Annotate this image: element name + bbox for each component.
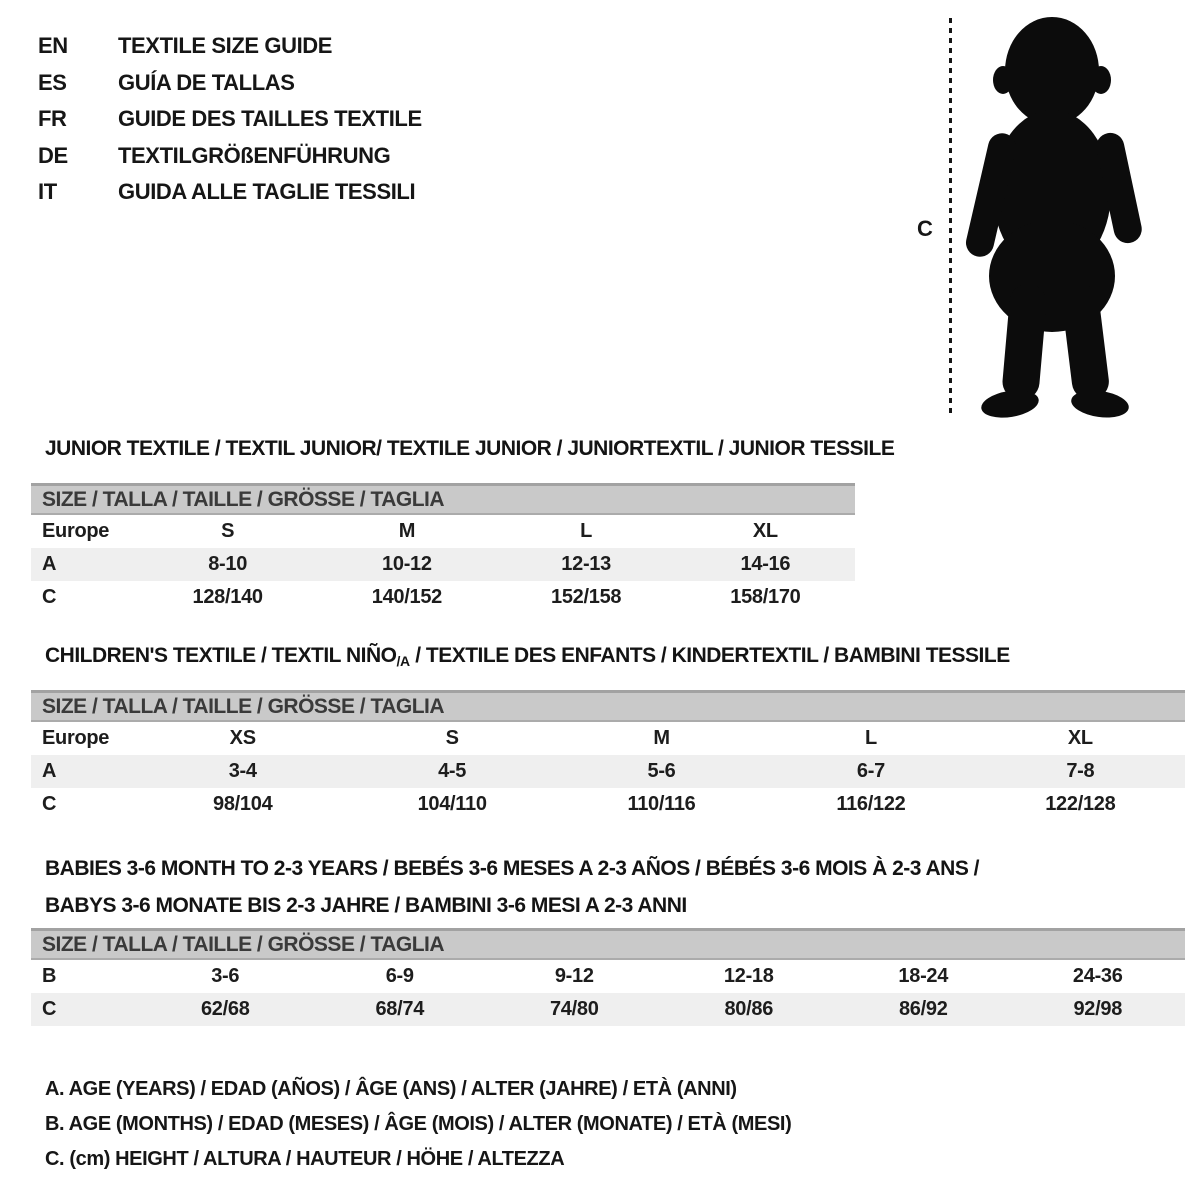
- age-cell: 5-6: [647, 760, 676, 782]
- children-title-subscript: /A: [396, 653, 410, 669]
- babies-textile-section: BABIES 3-6 MONTH TO 2-3 YEARS / BEBÉS 3-…: [31, 850, 1185, 1026]
- age-cell: 7-8: [1066, 760, 1095, 782]
- row-label: Europe: [42, 520, 110, 542]
- language-code: ES: [38, 69, 67, 95]
- table-row: C 62/68 68/74 74/80 80/86 86/92 92/98: [31, 993, 1185, 1026]
- height-cell: 86/92: [898, 998, 948, 1020]
- size-header-bar: SIZE / TALLA / TAILLE / GRÖSSE / TAGLIA: [31, 690, 1185, 722]
- age-months-cell: 12-18: [723, 965, 774, 987]
- language-row-it: IT GUIDA ALLE TAGLIE TESSILI: [38, 174, 422, 211]
- measurement-legend: A. AGE (YEARS) / EDAD (AÑOS) / ÂGE (ANS)…: [45, 1072, 792, 1177]
- table-row: C 98/104 104/110 110/116 116/122 122/128: [31, 788, 1185, 821]
- age-months-cell: 6-9: [385, 965, 414, 987]
- size-cell: M: [653, 727, 670, 749]
- age-months-cell: 3-6: [211, 965, 240, 987]
- language-row-fr: FR GUIDE DES TAILLES TEXTILE: [38, 101, 422, 138]
- language-title: GUIDE DES TAILLES TEXTILE: [118, 106, 422, 132]
- height-cell: 80/86: [724, 998, 774, 1020]
- age-cell: 4-5: [438, 760, 467, 782]
- table-row: A 8-10 10-12 12-13 14-16: [31, 548, 855, 581]
- table-row: C 128/140 140/152 152/158 158/170: [31, 581, 855, 614]
- size-cell: XS: [229, 727, 256, 749]
- babies-section-title-line2: BABYS 3-6 MONATE BIS 2-3 JAHRE / BAMBINI…: [45, 893, 687, 917]
- age-cell: 14-16: [740, 553, 791, 575]
- table-row: Europe S M L XL: [31, 515, 855, 548]
- height-cell: 122/128: [1045, 793, 1116, 815]
- row-label: A: [42, 553, 57, 575]
- height-cell: 62/68: [200, 998, 250, 1020]
- size-cell: L: [864, 727, 877, 749]
- height-cell: 152/158: [551, 586, 622, 608]
- size-cell: M: [398, 520, 416, 542]
- height-cell: 116/122: [836, 793, 906, 815]
- height-cell: 92/98: [1073, 998, 1123, 1020]
- children-section-title: CHILDREN'S TEXTILE / TEXTIL NIÑO/A / TEX…: [31, 644, 1185, 669]
- height-cell: 158/170: [730, 586, 801, 608]
- row-label: C: [42, 793, 57, 815]
- language-title-list: EN TEXTILE SIZE GUIDE ES GUÍA DE TALLAS …: [38, 28, 422, 211]
- row-label: B: [42, 965, 57, 987]
- age-months-cell: 24-36: [1072, 965, 1123, 987]
- language-title: GUÍA DE TALLAS: [118, 69, 295, 95]
- size-header-bar: SIZE / TALLA / TAILLE / GRÖSSE / TAGLIA: [31, 483, 855, 515]
- language-title: TEXTILGRÖßENFÜHRUNG: [118, 142, 391, 168]
- junior-section-title: JUNIOR TEXTILE / TEXTIL JUNIOR/ TEXTILE …: [45, 437, 895, 460]
- age-cell: 10-12: [382, 553, 432, 575]
- size-cell: XL: [1067, 727, 1093, 749]
- children-title-pre: CHILDREN'S TEXTILE / TEXTIL NIÑO: [45, 644, 397, 667]
- table-row: B 3-6 6-9 9-12 12-18 18-24 24-36: [31, 960, 1185, 993]
- table-row: A 3-4 4-5 5-6 6-7 7-8: [31, 755, 1185, 788]
- age-cell: 12-13: [561, 553, 611, 575]
- language-code: FR: [38, 106, 67, 132]
- size-header-bar: SIZE / TALLA / TAILLE / GRÖSSE / TAGLIA: [31, 928, 1185, 960]
- language-code: DE: [38, 142, 68, 168]
- height-cell: 104/110: [417, 793, 487, 815]
- language-code: EN: [38, 33, 68, 59]
- toddler-silhouette-icon: [965, 17, 1142, 418]
- row-label: A: [42, 760, 57, 782]
- row-label: C: [42, 998, 57, 1020]
- measure-c-label: C: [917, 216, 933, 241]
- row-label: Europe: [42, 727, 110, 749]
- language-row-en: EN TEXTILE SIZE GUIDE: [38, 28, 422, 65]
- row-label: C: [42, 586, 57, 608]
- height-cell: 140/152: [371, 586, 443, 608]
- age-months-cell: 18-24: [898, 965, 949, 987]
- children-title-post: / TEXTILE DES ENFANTS / KINDERTEXTIL / B…: [409, 644, 1010, 667]
- height-cell: 68/74: [375, 998, 425, 1020]
- legend-line-c: C. (cm) HEIGHT / ALTURA / HAUTEUR / HÖHE…: [45, 1148, 565, 1170]
- table-row: Europe XS S M L XL: [31, 722, 1185, 755]
- height-cell: 110/116: [627, 793, 696, 815]
- height-measure-figure: C: [905, 14, 1165, 424]
- junior-textile-section: JUNIOR TEXTILE / TEXTIL JUNIOR/ TEXTILE …: [31, 437, 895, 614]
- height-cell: 128/140: [192, 586, 264, 608]
- height-cell: 98/104: [213, 793, 273, 815]
- language-title: TEXTILE SIZE GUIDE: [118, 33, 333, 59]
- language-code: IT: [38, 179, 57, 205]
- size-cell: L: [580, 520, 593, 542]
- height-cell: 74/80: [549, 998, 599, 1020]
- language-row-de: DE TEXTILGRÖßENFÜHRUNG: [38, 138, 422, 175]
- size-cell: XL: [752, 520, 778, 542]
- children-textile-section: CHILDREN'S TEXTILE / TEXTIL NIÑO/A / TEX…: [31, 644, 1185, 821]
- language-title: GUIDA ALLE TAGLIE TESSILI: [118, 179, 416, 205]
- height-dashed-line: [949, 18, 952, 416]
- language-row-es: ES GUÍA DE TALLAS: [38, 65, 422, 102]
- legend-line-a: A. AGE (YEARS) / EDAD (AÑOS) / ÂGE (ANS)…: [45, 1078, 737, 1100]
- age-cell: 8-10: [208, 553, 248, 575]
- babies-section-title-line1: BABIES 3-6 MONTH TO 2-3 YEARS / BEBÉS 3-…: [45, 856, 980, 880]
- age-months-cell: 9-12: [554, 965, 594, 987]
- size-cell: S: [221, 520, 235, 542]
- legend-line-b: B. AGE (MONTHS) / EDAD (MESES) / ÂGE (MO…: [45, 1113, 792, 1135]
- age-cell: 3-4: [228, 760, 257, 782]
- size-cell: S: [445, 727, 459, 749]
- age-cell: 6-7: [856, 760, 885, 782]
